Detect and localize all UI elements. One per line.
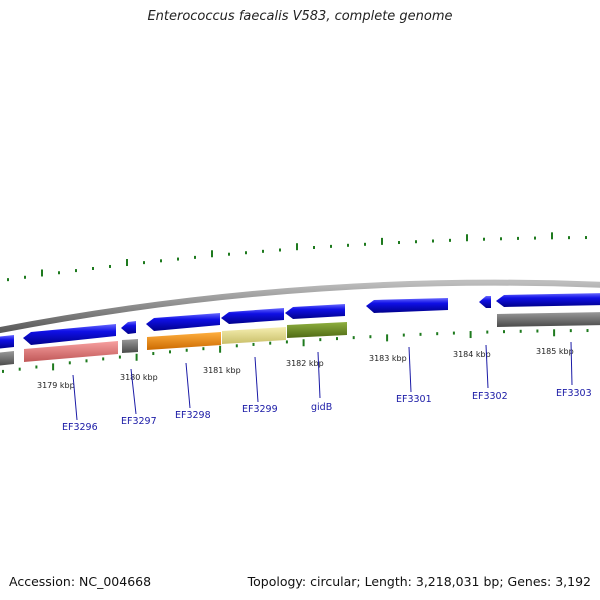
leader-line — [570, 341, 573, 386]
gene-label[interactable]: EF3301 — [396, 394, 432, 405]
leader-line — [254, 356, 259, 403]
scale-label: 3180 kbp — [120, 373, 158, 382]
cds-arrow — [221, 308, 284, 324]
cds-arrow — [121, 321, 136, 334]
cds-track — [0, 293, 600, 349]
scale-label: 3184 kbp — [453, 350, 491, 359]
cds-arrow — [0, 335, 14, 349]
cds-arrow — [366, 298, 448, 313]
outer-ruler-ticks — [7, 232, 587, 282]
gene-labels: EF3296 EF3297 EF3298 EF3299 gidB EF3301 … — [62, 388, 592, 433]
scale-labels: 3179 kbp 3180 kbp 3181 kbp 3182 kbp 3183… — [37, 347, 574, 390]
cog-block — [287, 322, 347, 338]
scale-label: 3179 kbp — [37, 381, 75, 390]
gene-label[interactable]: EF3302 — [472, 391, 508, 402]
cds-arrow — [146, 313, 220, 331]
map-title: Enterococcus faecalis V583, complete gen… — [147, 9, 453, 24]
cds-arrow — [479, 296, 491, 308]
scale-label: 3182 kbp — [286, 359, 324, 368]
inner-ruler-ticks — [2, 329, 589, 373]
scale-label: 3181 kbp — [203, 366, 241, 375]
cog-block — [222, 327, 286, 344]
leader-line — [130, 368, 137, 415]
cog-block — [24, 341, 118, 362]
cog-block — [122, 339, 138, 353]
accession-text: Accession: NC_004668 — [9, 574, 152, 589]
scale-label: 3185 kbp — [536, 347, 574, 356]
cog-block — [497, 312, 600, 327]
gene-label[interactable]: EF3297 — [121, 416, 157, 427]
genome-summary-text: Topology: circular; Length: 3,218,031 bp… — [247, 574, 591, 589]
leader-line — [485, 344, 489, 389]
cog-block — [0, 351, 14, 366]
leader-line — [185, 362, 191, 409]
genome-backbone — [0, 279, 600, 334]
scale-label: 3183 kbp — [369, 354, 407, 363]
gene-label[interactable]: EF3296 — [62, 422, 98, 433]
cds-arrow — [23, 324, 116, 345]
cds-arrow — [285, 304, 345, 319]
cog-track — [0, 312, 600, 366]
leader-line — [317, 351, 321, 399]
gene-leader-lines — [72, 341, 573, 421]
cog-block — [147, 332, 221, 350]
leader-line — [72, 374, 78, 421]
cds-arrow — [496, 293, 600, 307]
gene-label[interactable]: EF3303 — [556, 388, 592, 399]
gene-label[interactable]: gidB — [311, 402, 332, 413]
gene-label[interactable]: EF3299 — [242, 404, 278, 415]
gene-label[interactable]: EF3298 — [175, 410, 211, 421]
leader-line — [408, 346, 412, 393]
